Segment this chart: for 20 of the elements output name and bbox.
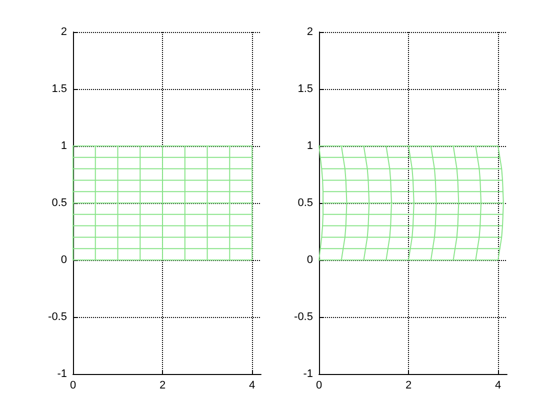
x-tick-label: 4 [248,380,256,392]
y-tick-label: 1 [306,140,313,152]
y-tick-label: 0.5 [298,197,313,209]
y-tick-label: 1 [60,140,67,152]
x-tick-label: 0 [316,380,322,392]
y-tick-label: -1 [57,368,67,380]
y-tick-label: -0.5 [294,311,313,323]
x-tick-label: 2 [159,380,166,392]
y-tick-label: -1 [303,368,313,380]
y-tick-label: -0.5 [48,311,67,323]
y-tick-label: 1.5 [298,83,313,95]
y-tick-label: 1.5 [52,83,67,95]
y-tick-label: 0 [60,254,67,266]
y-tick-label: 2 [306,26,313,38]
y-tick-label: 2 [60,26,67,38]
x-tick-label: 4 [494,380,502,392]
x-tick-label: 2 [405,380,412,392]
x-tick-label: 0 [70,380,76,392]
y-tick-label: 0 [306,254,313,266]
y-tick-label: 0.5 [52,197,67,209]
